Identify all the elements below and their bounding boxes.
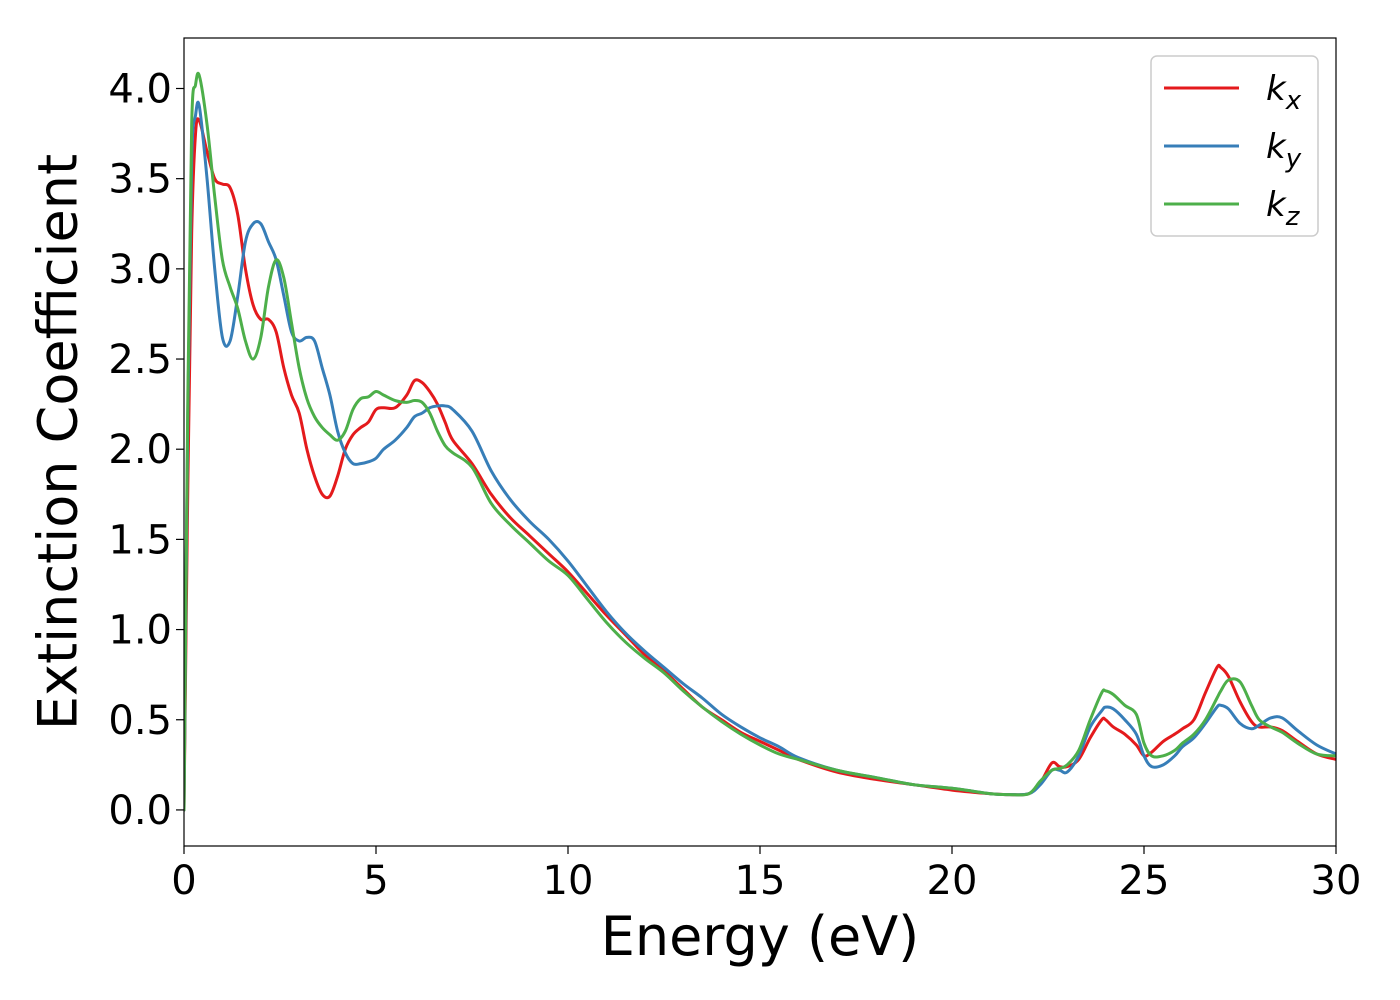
y-tick-label: 0.0: [108, 788, 172, 834]
y-tick-label: 3.5: [108, 157, 172, 203]
x-tick-label: 25: [1119, 858, 1170, 904]
legend-label-k-x: kx: [1266, 69, 1302, 116]
series-line-k-y: [184, 100, 1336, 812]
legend-label-k-z: kz: [1266, 185, 1301, 232]
series-layer: [184, 71, 1336, 812]
legend-label-subscript: x: [1285, 86, 1302, 116]
legend-label-base: k: [1266, 69, 1287, 109]
x-tick-label: 5: [363, 858, 388, 904]
y-tick-label: 2.0: [108, 427, 172, 473]
x-tick-label: 20: [927, 858, 978, 904]
legend-label-base: k: [1266, 185, 1287, 225]
y-tick-label: 3.0: [108, 247, 172, 293]
y-tick-label: 0.5: [108, 698, 172, 744]
y-axis-title: Extinction Coefficient: [27, 154, 90, 730]
y-axis: 0.0 0.5 1.0 1.5 2.0 2.5 3.0 3.5 4.0: [108, 67, 184, 834]
x-tick-label: 0: [171, 858, 196, 904]
plot-area: [183, 37, 1337, 847]
y-tick-label: 1.0: [108, 608, 172, 654]
legend-label-base: k: [1266, 127, 1287, 167]
legend-label-subscript: y: [1285, 144, 1302, 174]
legend-label-subscript: z: [1285, 202, 1301, 232]
x-axis-title: Energy (eV): [601, 905, 920, 968]
series-line-k-z: [184, 71, 1336, 812]
x-axis: 0 5 10 15 20 25 30: [171, 846, 1361, 904]
x-tick-label: 30: [1311, 858, 1362, 904]
legend-label-k-y: ky: [1266, 127, 1302, 174]
y-tick-label: 2.5: [108, 337, 172, 383]
series-line-k-x: [184, 117, 1336, 812]
x-tick-label: 10: [543, 858, 594, 904]
x-tick-label: 15: [735, 858, 786, 904]
y-tick-label: 1.5: [108, 517, 172, 563]
y-tick-label: 4.0: [108, 67, 172, 113]
